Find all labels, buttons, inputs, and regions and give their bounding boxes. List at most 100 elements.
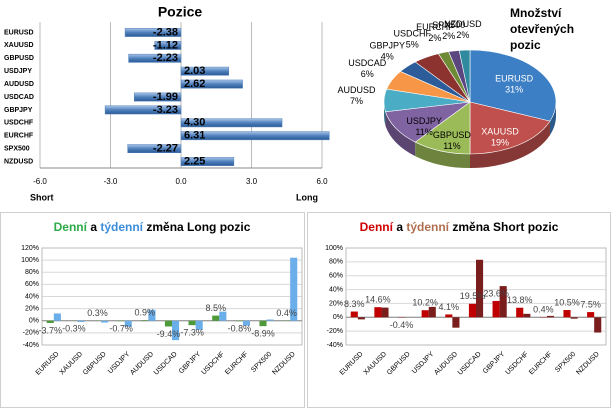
category-label: GBPJPY [4, 107, 33, 114]
bar [499, 286, 507, 318]
x-tick-label: EURUSD [35, 351, 61, 377]
bar [77, 320, 85, 322]
x-tick-label: USDCHF [504, 351, 530, 377]
category-label: NZDUSD [4, 158, 33, 165]
chart-title: Denní a týdenní změna Short pozic [360, 220, 559, 234]
slice-value: 4% [381, 51, 394, 61]
bar [180, 118, 283, 128]
bar [46, 320, 54, 323]
bar [357, 317, 365, 320]
pie-side [470, 121, 550, 168]
slice-label: GBPJPY [369, 40, 405, 50]
chart-title: Denní a týdenní změna Long pozic [54, 220, 251, 234]
x-tick-label: AUDUSD [433, 351, 459, 377]
bar [128, 53, 182, 63]
bar [476, 259, 484, 318]
y-tick-label: 20% [329, 300, 343, 307]
y-tick-label: -20% [23, 330, 39, 337]
x-tick-label: NZDUSD [271, 351, 297, 377]
slice-value: 2% [456, 30, 469, 40]
slice-value: 2% [442, 31, 455, 41]
bar [180, 157, 235, 166]
bar [212, 315, 220, 321]
bar [468, 303, 476, 318]
value-label: -1.12 [153, 39, 178, 51]
slice-label: XAUUSD [481, 126, 519, 136]
slice-label: EURCHF [416, 22, 454, 32]
slice-value: 7% [350, 96, 363, 106]
x-tick-label: GBPJPY [482, 351, 507, 376]
bar [290, 257, 298, 321]
x-tick-label: 0.0 [175, 177, 187, 186]
bar [594, 317, 602, 333]
y-tick-label: 100% [21, 257, 39, 264]
plot-frame [41, 247, 303, 346]
bar [180, 66, 229, 76]
value-label: 0.9% [135, 308, 156, 318]
bar [266, 319, 274, 321]
title-part: změna Long pozic [146, 220, 250, 234]
bar [546, 315, 554, 318]
value-label: -2.27 [153, 143, 178, 155]
value-label: 10.5% [554, 297, 580, 307]
slice-label: NZDUSD [444, 19, 482, 29]
title-part: změna Short pozic [452, 220, 558, 234]
slice-value: 5% [406, 39, 419, 49]
axis-label: Long [296, 192, 318, 202]
pie-slice [469, 101, 551, 155]
bar [259, 320, 267, 327]
x-tick-label: -6.0 [33, 177, 47, 186]
category-label: GBPUSD [4, 55, 34, 62]
bar [124, 28, 182, 37]
title-part: a [396, 220, 403, 234]
value-label: 2.25 [184, 155, 205, 167]
chart-title: otevřených [510, 22, 574, 36]
y-tick-label: 20% [25, 305, 39, 312]
x-tick-label: USDCHF [200, 351, 226, 377]
chart-title: pozic [510, 38, 541, 52]
category-label: EURCHF [4, 133, 34, 140]
y-tick-label: 60% [329, 273, 343, 280]
bar [587, 312, 595, 318]
bar [350, 311, 358, 318]
y-tick-label: 120% [21, 245, 39, 252]
slice-value: 19% [491, 137, 509, 147]
bar [381, 307, 389, 318]
x-tick-label: XAUUSD [363, 351, 389, 377]
pie-side [415, 142, 470, 168]
value-label: 6.31 [184, 130, 205, 142]
slice-value: 11% [443, 141, 460, 151]
value-label: 8.3% [344, 299, 365, 309]
value-label: -8.9% [251, 329, 275, 339]
bar [242, 320, 250, 326]
x-tick-label: EURUSD [339, 351, 365, 377]
x-tick-label: AUDUSD [129, 351, 155, 377]
x-tick-label: GBPUSD [82, 351, 108, 377]
value-label: 0.3% [87, 308, 108, 318]
slice-label: USDJPY [406, 116, 442, 126]
x-tick-label: NZDUSD [575, 351, 601, 377]
bar [195, 320, 203, 330]
value-label: 10.2% [412, 298, 438, 308]
bar [452, 317, 460, 328]
bar [141, 320, 149, 321]
x-tick-label: GBPUSD [386, 351, 412, 377]
bar [164, 320, 172, 327]
slice-value: 11% [415, 127, 432, 137]
slice-value: 31% [505, 84, 523, 94]
y-tick-label: 100% [325, 245, 343, 252]
value-label: -0.4% [390, 320, 414, 330]
bar [53, 313, 61, 321]
y-tick-label: -40% [327, 342, 343, 349]
value-label: -7.3% [180, 328, 204, 338]
value-label: -0.7% [109, 324, 133, 334]
y-tick-label: 80% [25, 269, 39, 276]
chart-title: Množství [510, 6, 562, 20]
x-tick-label: SPX500 [250, 351, 273, 374]
y-tick-label: 0% [333, 314, 343, 321]
title-part: a [90, 220, 97, 234]
category-label: AUDUSD [4, 81, 34, 88]
value-label: -2.23 [153, 52, 178, 64]
bar [172, 320, 180, 341]
